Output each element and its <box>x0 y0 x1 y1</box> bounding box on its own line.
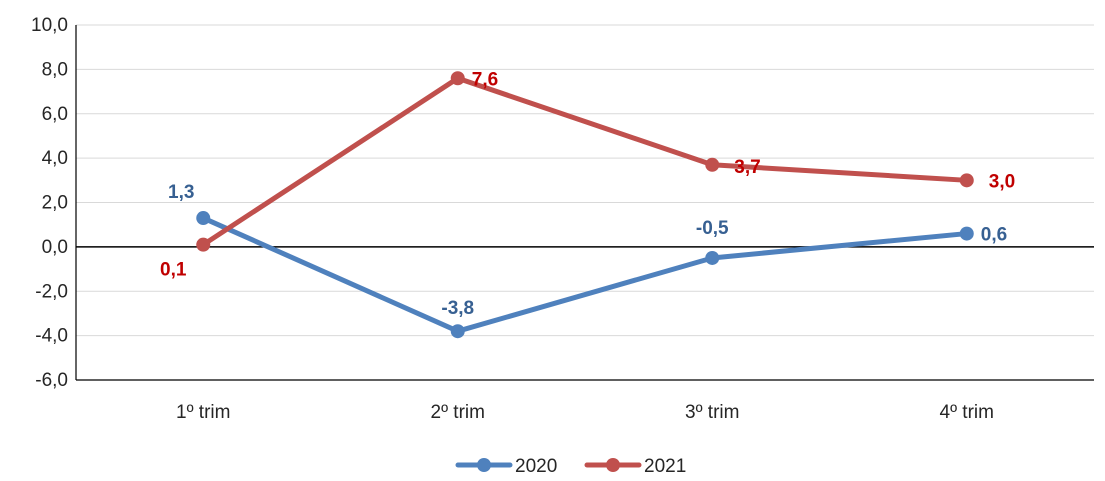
x-tick-label: 3º trim <box>685 402 739 423</box>
legend-label: 2021 <box>644 456 686 476</box>
data-point-2020 <box>450 324 465 339</box>
data-point-2021 <box>450 71 465 86</box>
series-line-2021 <box>200 75 970 248</box>
y-tick-label: 0,0 <box>42 237 68 258</box>
legend-item-2020: 2020 <box>455 456 557 477</box>
series-line-2020 <box>200 215 970 334</box>
data-label-2020: -0,5 <box>696 218 729 239</box>
legend-label: 2020 <box>515 456 557 476</box>
axes: 10,0 8,0 6,0 4,0 2,0 0,0 -2,0 -4,0 -6,0 1º trim 2º… <box>31 15 1094 423</box>
series-lines <box>196 71 974 339</box>
y-tick-label: -6,0 <box>35 370 68 391</box>
data-point-2021 <box>705 157 720 172</box>
y-tick-label: -2,0 <box>35 281 68 302</box>
data-label-2020: -3,8 <box>441 298 474 319</box>
y-tick-label: -4,0 <box>35 326 68 347</box>
y-tick-label: 4,0 <box>42 148 68 169</box>
data-label-2021: 0,1 <box>160 260 187 281</box>
data-point-2020 <box>196 211 211 226</box>
data-point-2020 <box>705 250 720 265</box>
data-label-2021: 3,7 <box>734 157 760 178</box>
gridlines <box>76 24 1094 381</box>
y-tick-label: 8,0 <box>42 59 68 80</box>
data-point-2021 <box>959 173 974 188</box>
y-tick-label: 6,0 <box>42 104 68 125</box>
x-tick-label: 1º trim <box>176 402 230 423</box>
legend: 2020 2021 <box>455 456 686 477</box>
y-tick-label: 2,0 <box>42 193 68 214</box>
legend-swatch-marker <box>477 458 491 472</box>
data-label-2020: 1,3 <box>168 182 194 203</box>
data-label-2020: 0,6 <box>981 225 1007 246</box>
data-label-2021: 7,6 <box>472 69 498 90</box>
data-point-2021 <box>196 237 211 252</box>
y-tick-label: 10,0 <box>31 15 68 36</box>
x-tick-label: 2º trim <box>431 402 485 423</box>
legend-swatch-marker <box>606 458 620 472</box>
data-point-2020 <box>959 226 974 241</box>
legend-item-2021: 2021 <box>584 456 686 477</box>
x-tick-label: 4º trim <box>940 402 994 423</box>
data-labels: 1,3 -3,8 -0,5 0,6 0,1 7,6 3,7 3,0 <box>160 69 1015 319</box>
data-label-2021: 3,0 <box>989 171 1015 192</box>
